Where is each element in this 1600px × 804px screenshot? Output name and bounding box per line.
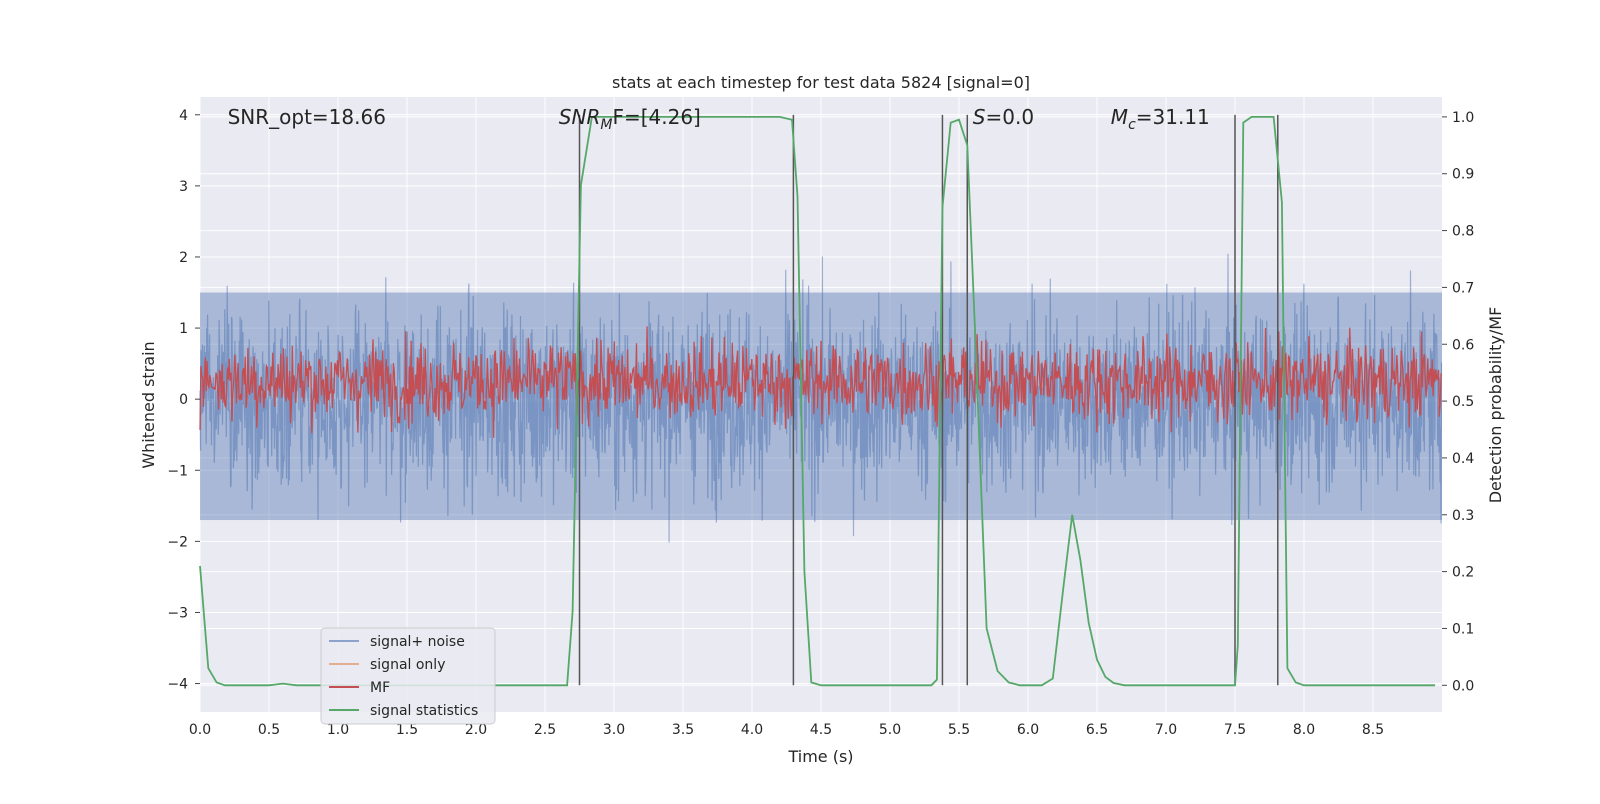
- annotations: SNR_opt=18.66 SNRMF=[4.26] S=0.0 Mc=31.11: [228, 105, 1210, 133]
- y-left-tick-label: 4: [179, 108, 188, 124]
- y-left-tick-label: −2: [167, 534, 188, 550]
- x-tick-label: 4.0: [741, 722, 763, 738]
- x-tick-label: 6.0: [1017, 722, 1039, 738]
- left-axis-label: Whitened strain: [139, 341, 158, 468]
- x-axis-label: Time (s): [787, 747, 853, 766]
- legend-entry: signal only: [370, 657, 445, 673]
- legend-entry: MF: [370, 680, 390, 696]
- x-axis-ticks: 0.0 0.5 1.0 1.5 2.0 2.5 3.0 3.5 4.0 4.5 5.0 5.5 6.0 6…: [189, 722, 1384, 738]
- x-tick-label: 1.0: [327, 722, 349, 738]
- x-tick-label: 6.5: [1086, 722, 1108, 738]
- x-tick-label: 7.0: [1155, 722, 1177, 738]
- x-tick-label: 4.5: [810, 722, 832, 738]
- x-tick-label: 8.0: [1293, 722, 1315, 738]
- y-right-tick-label: 0.8: [1452, 224, 1474, 240]
- annotation-text: SNRMF=[4.26]: [559, 105, 701, 133]
- y-right-tick-label: 0.4: [1452, 451, 1474, 467]
- x-tick-label: 5.0: [879, 722, 901, 738]
- y-right-tick-label: 0.5: [1452, 394, 1474, 410]
- y-right-tick-label: 0.3: [1452, 508, 1474, 524]
- legend-box: [320, 627, 496, 725]
- x-tick-label: 1.5: [396, 722, 418, 738]
- y-left-tick-label: 2: [179, 250, 188, 266]
- legend-entry: signal statistics: [370, 703, 478, 719]
- left-axis-ticks: −4 −3 −2 −1 0 1 2 3 4: [167, 108, 200, 693]
- y-right-tick-label: 0.1: [1452, 621, 1474, 637]
- y-left-tick-label: 3: [179, 179, 188, 195]
- right-axis-label: Detection probability/MF: [1486, 307, 1505, 504]
- x-tick-label: 3.5: [672, 722, 694, 738]
- y-left-tick-label: −4: [167, 677, 188, 693]
- legend-entry: signal+ noise: [370, 634, 465, 650]
- y-right-tick-label: 0.6: [1452, 337, 1474, 353]
- y-right-tick-label: 0.0: [1452, 678, 1474, 694]
- y-left-tick-label: 1: [179, 321, 188, 337]
- x-tick-label: 2.0: [465, 722, 487, 738]
- y-right-tick-label: 0.9: [1452, 167, 1474, 183]
- x-tick-label: 7.5: [1224, 722, 1246, 738]
- right-axis-ticks: 0.0 0.1 0.2 0.3 0.4 0.5 0.6 0.7 0.8 0.9 1.0: [1442, 110, 1474, 694]
- y-left-tick-label: −1: [167, 463, 188, 479]
- y-left-tick-label: −3: [167, 605, 188, 621]
- y-left-tick-label: 0: [179, 392, 188, 408]
- x-tick-label: 0.0: [189, 722, 211, 738]
- x-tick-label: 0.5: [258, 722, 280, 738]
- annotation-text: Mc=31.11: [1111, 105, 1210, 133]
- x-tick-label: 5.5: [948, 722, 970, 738]
- annotation-text: S=0.0: [973, 105, 1034, 129]
- y-right-tick-label: 0.2: [1452, 565, 1474, 581]
- x-tick-label: 2.5: [534, 722, 556, 738]
- annotation-text: SNR_opt=18.66: [228, 105, 386, 129]
- y-right-tick-label: 0.7: [1452, 280, 1474, 296]
- x-tick-label: 3.0: [603, 722, 625, 738]
- chart-title: stats at each timestep for test data 582…: [612, 73, 1030, 92]
- legend: signal+ noise signal only MF signal statist…: [320, 627, 496, 725]
- y-right-tick-label: 1.0: [1452, 110, 1474, 126]
- x-tick-label: 8.5: [1362, 722, 1384, 738]
